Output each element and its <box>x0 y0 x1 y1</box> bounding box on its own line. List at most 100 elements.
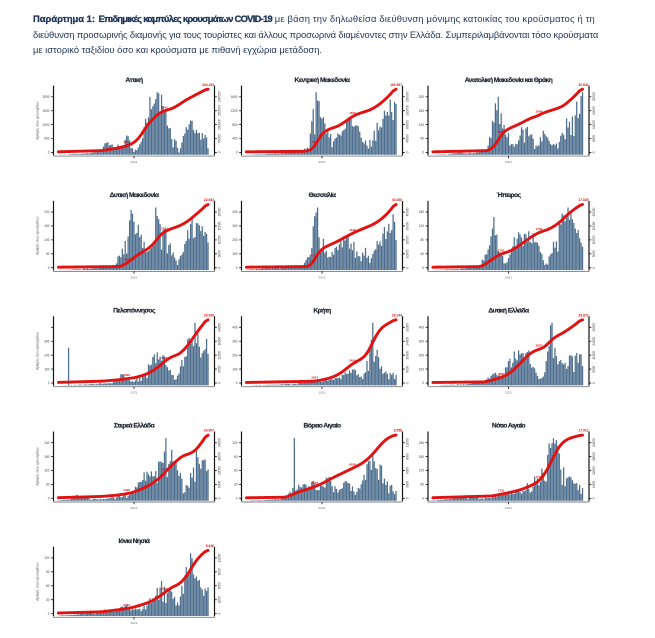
svg-text:3000: 3000 <box>406 481 410 488</box>
svg-text:29.244: 29.244 <box>392 313 402 317</box>
svg-text:2021: 2021 <box>319 275 326 279</box>
svg-text:400: 400 <box>232 137 237 141</box>
svg-text:1200: 1200 <box>231 109 238 113</box>
svg-text:500: 500 <box>44 137 49 141</box>
svg-text:0: 0 <box>422 497 424 501</box>
svg-text:8.446: 8.446 <box>206 544 214 548</box>
svg-text:100000: 100000 <box>218 119 222 130</box>
svg-text:0: 0 <box>48 497 50 501</box>
svg-text:40000: 40000 <box>406 207 410 216</box>
svg-text:8446: 8446 <box>161 587 168 591</box>
svg-text:24.907: 24.907 <box>204 429 214 433</box>
svg-text:200: 200 <box>44 210 49 214</box>
svg-text:12000: 12000 <box>592 466 596 475</box>
svg-text:12000: 12000 <box>406 438 410 447</box>
svg-text:Αριθμός νέων κρουσμάτων: Αριθμός νέων κρουσμάτων <box>35 562 39 601</box>
svg-text:6000: 6000 <box>218 365 222 372</box>
svg-text:0: 0 <box>406 497 410 499</box>
svg-text:0: 0 <box>236 151 238 155</box>
svg-text:Αριθμός νέων κρουσμάτων: Αριθμός νέων κρουσμάτων <box>35 331 39 370</box>
svg-text:300: 300 <box>419 339 424 343</box>
svg-text:24000: 24000 <box>218 323 222 332</box>
svg-text:300: 300 <box>232 224 237 228</box>
svg-text:0: 0 <box>592 382 596 384</box>
svg-text:1609: 1609 <box>349 111 356 115</box>
svg-text:1782: 1782 <box>498 249 505 253</box>
svg-text:20000: 20000 <box>592 207 596 216</box>
svg-text:18000: 18000 <box>218 337 222 346</box>
svg-text:2021: 2021 <box>505 275 512 279</box>
svg-text:30000: 30000 <box>406 221 410 230</box>
svg-text:4039: 4039 <box>349 228 356 232</box>
svg-text:18000: 18000 <box>218 452 222 461</box>
svg-text:1600: 1600 <box>231 95 238 99</box>
svg-text:9000: 9000 <box>406 453 410 460</box>
svg-text:24000: 24000 <box>592 337 596 346</box>
svg-text:400: 400 <box>232 210 237 214</box>
svg-text:20000: 20000 <box>406 235 410 244</box>
svg-text:2606: 2606 <box>123 373 130 377</box>
svg-text:1791: 1791 <box>498 489 505 493</box>
svg-text:0: 0 <box>592 151 596 153</box>
svg-text:150: 150 <box>419 109 424 113</box>
svg-text:30: 30 <box>46 598 50 602</box>
svg-text:4039: 4039 <box>311 253 318 257</box>
svg-text:10000: 10000 <box>406 249 410 258</box>
svg-text:40000: 40000 <box>406 134 410 143</box>
svg-text:40: 40 <box>421 252 425 256</box>
svg-text:2606: 2606 <box>161 356 168 360</box>
svg-text:3000: 3000 <box>218 596 222 603</box>
svg-text:1000: 1000 <box>43 123 50 127</box>
svg-text:Βόρειο Αιγαίο: Βόρειο Αιγαίο <box>303 423 341 430</box>
svg-text:60: 60 <box>46 584 50 588</box>
svg-text:120000: 120000 <box>406 105 410 116</box>
svg-text:2021: 2021 <box>319 160 326 164</box>
svg-text:2887: 2887 <box>498 372 505 376</box>
svg-text:Αριθμός νέων κρουσμάτων: Αριθμός νέων κρουσμάτων <box>35 216 39 255</box>
svg-text:6000: 6000 <box>592 481 596 488</box>
svg-text:60: 60 <box>421 483 425 487</box>
svg-text:50: 50 <box>421 137 425 141</box>
svg-text:2490: 2490 <box>161 467 168 471</box>
svg-text:16000: 16000 <box>592 120 596 129</box>
svg-text:28.872: 28.872 <box>578 313 588 317</box>
svg-text:0: 0 <box>406 382 410 384</box>
svg-text:Πελοπόννησος: Πελοπόννησος <box>113 306 156 314</box>
svg-text:6000: 6000 <box>218 582 222 589</box>
svg-text:Αριθμός νέων κρουσμάτων: Αριθμός νέων κρουσμάτων <box>35 101 39 140</box>
svg-text:400: 400 <box>419 326 424 330</box>
svg-text:Δυτική Μακεδονία: Δυτική Μακεδονία <box>110 192 160 199</box>
svg-text:2021: 2021 <box>319 506 326 510</box>
svg-text:60: 60 <box>46 483 50 487</box>
svg-text:100: 100 <box>419 123 424 127</box>
svg-text:2021: 2021 <box>505 506 512 510</box>
svg-text:80000: 80000 <box>406 120 410 129</box>
svg-text:4041: 4041 <box>123 140 130 144</box>
svg-text:60: 60 <box>234 469 238 473</box>
svg-text:404.163: 404.163 <box>202 83 214 87</box>
svg-text:15000: 15000 <box>592 221 596 230</box>
svg-text:0: 0 <box>236 497 238 501</box>
svg-text:200000: 200000 <box>218 91 222 102</box>
svg-text:100: 100 <box>44 238 49 242</box>
svg-text:50: 50 <box>46 252 50 256</box>
svg-text:2924: 2924 <box>349 358 356 362</box>
svg-text:80: 80 <box>421 238 425 242</box>
svg-text:30: 30 <box>234 483 238 487</box>
svg-text:160000: 160000 <box>406 91 410 102</box>
svg-text:Νότιο Αιγαίο: Νότιο Αιγαίο <box>492 423 526 430</box>
svg-text:2293: 2293 <box>123 257 130 261</box>
svg-text:32000: 32000 <box>592 323 596 332</box>
svg-text:100: 100 <box>419 367 424 371</box>
svg-text:120: 120 <box>44 556 49 560</box>
svg-text:120: 120 <box>232 441 237 445</box>
svg-text:0: 0 <box>236 266 238 270</box>
svg-text:2021: 2021 <box>131 621 138 625</box>
svg-text:10000: 10000 <box>218 235 222 244</box>
svg-text:2000: 2000 <box>43 95 50 99</box>
svg-text:4041: 4041 <box>161 105 168 109</box>
svg-text:8000: 8000 <box>592 135 596 142</box>
svg-text:26.069: 26.069 <box>204 313 214 317</box>
svg-text:300: 300 <box>44 339 49 343</box>
svg-text:9000: 9000 <box>218 568 222 575</box>
